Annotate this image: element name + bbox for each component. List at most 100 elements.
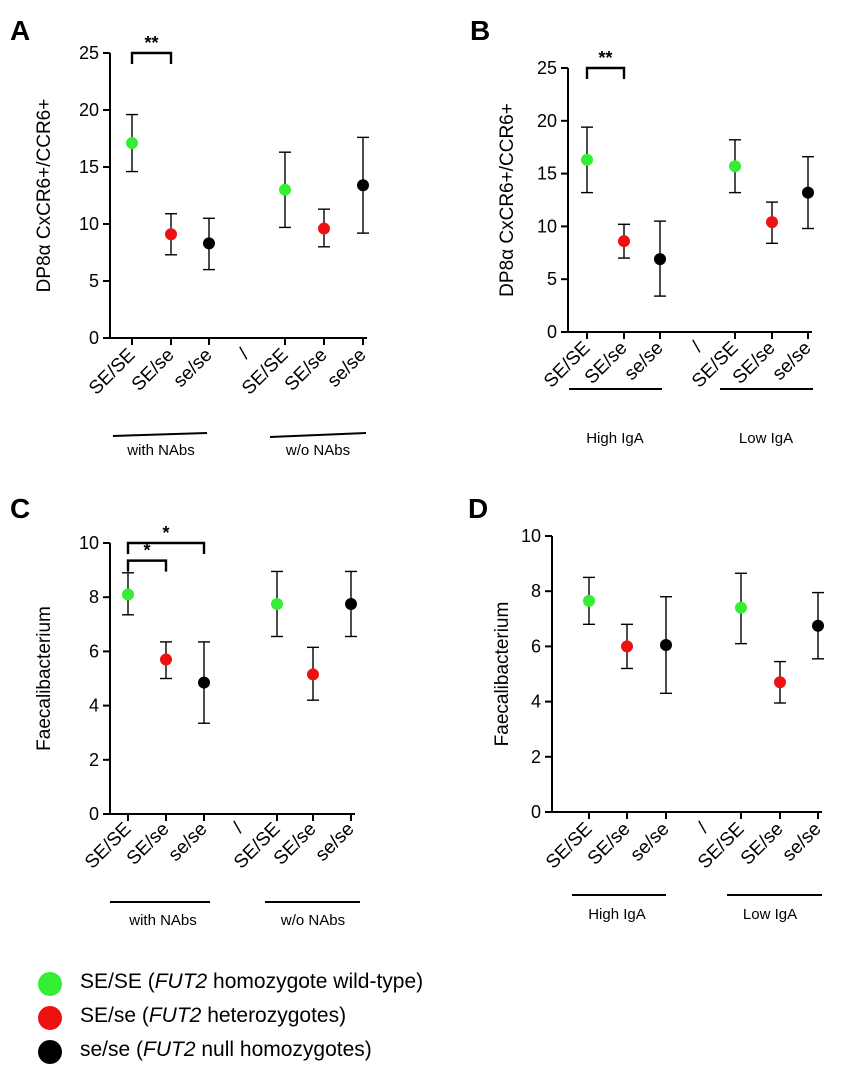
y-tick-label: 10 xyxy=(79,214,99,234)
data-point-red xyxy=(621,640,633,653)
y-tick-label: 5 xyxy=(89,271,99,291)
y-axis-label: Faecalibacterium xyxy=(492,602,513,747)
y-tick-label: 6 xyxy=(531,636,541,656)
group-label: Low IgA xyxy=(739,430,793,447)
x-tick-label: se/se xyxy=(769,338,816,385)
y-tick-label: 25 xyxy=(537,58,557,78)
data-point-black xyxy=(660,639,672,652)
data-point-green xyxy=(729,160,741,173)
x-tick-label: SE/se xyxy=(123,819,174,870)
x-tick-label: SE/se xyxy=(270,819,321,870)
y-tick-label: 4 xyxy=(89,696,99,716)
significance-bracket xyxy=(126,559,168,572)
data-point-red xyxy=(160,653,172,666)
y-tick-label: 2 xyxy=(89,750,99,770)
x-tick-label: SE/se xyxy=(729,338,780,389)
y-axis-label: DP8α CxCR6+/CCR6+ xyxy=(497,103,518,297)
x-tick-label: SE/SE xyxy=(540,338,594,392)
data-point-black xyxy=(802,186,814,199)
x-tick-label: / xyxy=(694,818,713,837)
data-point-green xyxy=(735,601,747,614)
x-tick-label: se/se xyxy=(170,345,217,392)
y-tick-label: 0 xyxy=(89,804,99,824)
significance-label: * xyxy=(162,523,169,543)
x-tick-label: se/se xyxy=(324,345,371,392)
x-tick-label: SE/se xyxy=(581,338,632,389)
data-point-green xyxy=(271,597,283,610)
legend-label: se/se (FUT2 null homozygotes) xyxy=(80,1038,372,1061)
x-tick-label: SE/SE xyxy=(85,345,139,399)
x-tick-label: se/se xyxy=(165,819,212,866)
x-tick-label: se/se xyxy=(312,819,359,866)
data-point-black xyxy=(198,676,210,689)
y-tick-label: 0 xyxy=(89,328,99,348)
y-tick-label: 15 xyxy=(79,157,99,177)
data-point-green xyxy=(126,137,138,150)
x-tick-label: SE/se xyxy=(584,819,635,870)
y-tick-label: 8 xyxy=(531,581,541,601)
y-tick-label: 4 xyxy=(531,692,541,712)
significance-label: * xyxy=(143,541,150,561)
y-tick-label: 20 xyxy=(537,111,557,131)
data-point-green xyxy=(279,183,291,196)
group-label: w/o NAbs xyxy=(280,912,345,929)
panel-letter: A xyxy=(10,15,30,46)
x-tick-label: SE/SE xyxy=(542,819,596,873)
panel-letter: D xyxy=(468,493,488,524)
x-tick-label: / xyxy=(235,344,254,363)
data-point-black xyxy=(357,179,369,192)
green-dot-icon xyxy=(38,972,62,996)
group-label: Low IgA xyxy=(743,906,797,923)
data-point-green xyxy=(581,153,593,166)
y-axis-label: Faecalibacterium xyxy=(34,606,55,751)
significance-bracket xyxy=(585,66,626,79)
data-point-red xyxy=(766,216,778,229)
panel-letter: B xyxy=(470,15,490,46)
group-label: with NAbs xyxy=(126,442,195,459)
data-point-red xyxy=(165,228,177,241)
data-point-red xyxy=(318,222,330,235)
y-tick-label: 0 xyxy=(547,322,557,342)
legend-label: SE/se (FUT2 heterozygotes) xyxy=(80,1004,347,1027)
group-underline xyxy=(269,432,367,438)
x-tick-label: SE/se xyxy=(128,345,179,396)
data-point-red xyxy=(307,668,319,681)
group-underline xyxy=(112,432,208,437)
y-tick-label: 5 xyxy=(547,269,557,289)
red-dot-icon xyxy=(38,1006,62,1030)
significance-label: ** xyxy=(144,33,158,53)
significance-bracket xyxy=(130,51,173,64)
data-point-black xyxy=(345,597,357,610)
data-point-black xyxy=(203,237,215,250)
y-tick-label: 25 xyxy=(79,43,99,63)
y-tick-label: 10 xyxy=(79,533,99,553)
x-tick-label: SE/se xyxy=(281,345,332,396)
group-label: w/o NAbs xyxy=(285,442,350,459)
panel-letter: C xyxy=(10,493,30,524)
group-label: High IgA xyxy=(588,906,646,923)
data-point-green xyxy=(122,588,134,601)
legend-label: SE/SE (FUT2 homozygote wild-type) xyxy=(80,970,424,993)
y-tick-label: 10 xyxy=(521,526,541,546)
x-tick-label: SE/se xyxy=(737,819,788,870)
x-tick-label: se/se xyxy=(621,338,668,385)
group-label: High IgA xyxy=(586,430,644,447)
data-point-red xyxy=(774,676,786,689)
y-tick-label: 6 xyxy=(89,641,99,661)
y-tick-label: 2 xyxy=(531,747,541,767)
data-point-black xyxy=(812,619,824,632)
data-point-green xyxy=(583,594,595,607)
data-point-red xyxy=(618,235,630,248)
y-tick-label: 10 xyxy=(537,216,557,236)
x-tick-label: se/se xyxy=(627,819,674,866)
y-tick-label: 8 xyxy=(89,587,99,607)
y-axis-label: DP8α CxCR6+/CCR6+ xyxy=(34,99,55,293)
y-tick-label: 15 xyxy=(537,164,557,184)
group-label: with NAbs xyxy=(128,912,197,929)
y-tick-label: 0 xyxy=(531,802,541,822)
